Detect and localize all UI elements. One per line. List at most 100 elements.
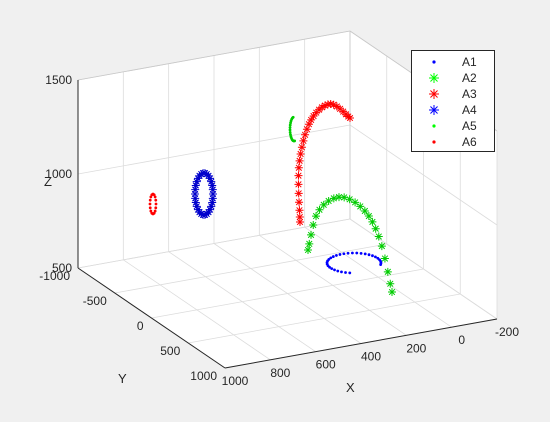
legend-entry-a3: A3 (412, 86, 494, 102)
marker-a2 (305, 239, 314, 248)
marker-a4 (207, 202, 216, 211)
marker-a1 (335, 254, 338, 257)
legend-dot-icon (432, 60, 436, 64)
marker-a6 (153, 209, 157, 213)
marker-a2 (309, 221, 318, 230)
marker-a3 (329, 100, 338, 109)
tick-labels: -200 0 200 400 600 800 1000 -1000 -500 0 500 1000 50… (39, 73, 519, 388)
marker-a2 (368, 217, 377, 226)
marker-a6 (149, 195, 153, 199)
marker-a6 (148, 198, 152, 202)
marker-a1 (348, 271, 352, 275)
marker-a4 (191, 185, 200, 194)
legend-label: A2 (462, 71, 477, 85)
marker-a2 (319, 200, 328, 209)
marker-a1 (367, 253, 371, 257)
legend-marker-a6 (432, 140, 436, 144)
marker-a2 (334, 193, 343, 202)
legend-marker-a5 (432, 124, 436, 128)
y-axis-line (77, 267, 226, 369)
marker-a3 (296, 218, 304, 226)
marker-a2 (386, 279, 395, 288)
marker-a6 (154, 206, 158, 210)
x-tick-label: 200 (406, 341, 426, 355)
marker-a1 (331, 255, 335, 258)
marker-a1 (355, 251, 359, 255)
marker-a3 (320, 101, 329, 110)
z-tick-label: 1000 (45, 167, 72, 181)
marker-a4 (207, 177, 216, 186)
marker-a1 (350, 251, 354, 255)
marker-a4 (192, 202, 201, 211)
legend: A1 A2 A3 A4 A5 A6 (411, 50, 495, 152)
legend-star-icon (429, 105, 439, 115)
y-axis-label: Y (118, 371, 127, 386)
marker-a1 (371, 254, 374, 258)
grid-line-side-z (349, 124, 498, 226)
marker-a4 (192, 177, 201, 186)
legend-star-icon (429, 73, 439, 83)
y-tick-label: 0 (137, 319, 144, 333)
marker-a3 (295, 206, 304, 215)
axis-labels: X Y Z (44, 174, 355, 395)
marker-a5 (289, 133, 292, 137)
marker-a3 (332, 102, 341, 111)
marker-a3 (318, 103, 327, 112)
marker-a6 (149, 209, 153, 213)
y-tick-label: -1000 (39, 269, 70, 283)
box-edge (77, 30, 351, 81)
marker-a3 (294, 189, 303, 198)
marker-a3 (299, 136, 308, 145)
grid-line-back-z (77, 218, 351, 269)
marker-a4 (209, 190, 217, 198)
marker-a4 (193, 174, 202, 183)
marker-a2 (374, 232, 383, 241)
grid-line-floor-y (188, 293, 461, 344)
legend-marker-a4 (429, 105, 439, 115)
series-a4 (191, 169, 217, 219)
series-a1 (325, 251, 383, 275)
marker-a1 (330, 267, 334, 271)
grid-line-floor-y (114, 243, 387, 294)
marker-a6 (154, 202, 158, 206)
marker-a4 (191, 198, 200, 207)
z-axis-label: Z (44, 174, 52, 189)
y-tick-label: 1000 (190, 369, 217, 383)
marker-a3 (346, 114, 354, 122)
legend-label: A3 (462, 87, 477, 101)
x-tick-label: 600 (316, 358, 336, 372)
marker-a1 (374, 255, 377, 259)
marker-a2 (371, 224, 380, 233)
marker-a2 (383, 267, 392, 276)
marker-a1 (329, 256, 333, 260)
marker-a2 (356, 202, 365, 211)
marker-a3 (295, 198, 304, 207)
marker-a4 (197, 170, 206, 179)
marker-a2 (312, 212, 321, 221)
legend-label: A5 (462, 119, 477, 133)
grid-line-floor-y (151, 268, 424, 319)
marker-a3 (309, 112, 318, 121)
marker-a4 (208, 198, 217, 207)
marker-a2 (360, 206, 369, 215)
x-tick-label: 1000 (222, 374, 249, 388)
legend-star-icon (429, 89, 439, 99)
marker-a2 (304, 246, 312, 254)
marker-a3 (296, 149, 305, 158)
marker-a4 (204, 171, 213, 180)
legend-marker-a3 (429, 89, 439, 99)
marker-a4 (202, 209, 211, 218)
x-tick-label: 400 (361, 350, 381, 364)
marker-a4 (208, 185, 217, 194)
legend-dot-icon (432, 124, 436, 128)
legend-entry-a5: A5 (412, 118, 494, 134)
marker-a3 (301, 130, 310, 139)
marker-a3 (307, 115, 316, 124)
marker-a4 (206, 205, 215, 214)
marker-a4 (206, 174, 215, 183)
marker-a3 (297, 143, 306, 152)
marker-a6 (148, 206, 152, 210)
marker-a1 (340, 270, 343, 274)
marker-a3 (294, 180, 303, 189)
marker-a2 (324, 196, 333, 205)
